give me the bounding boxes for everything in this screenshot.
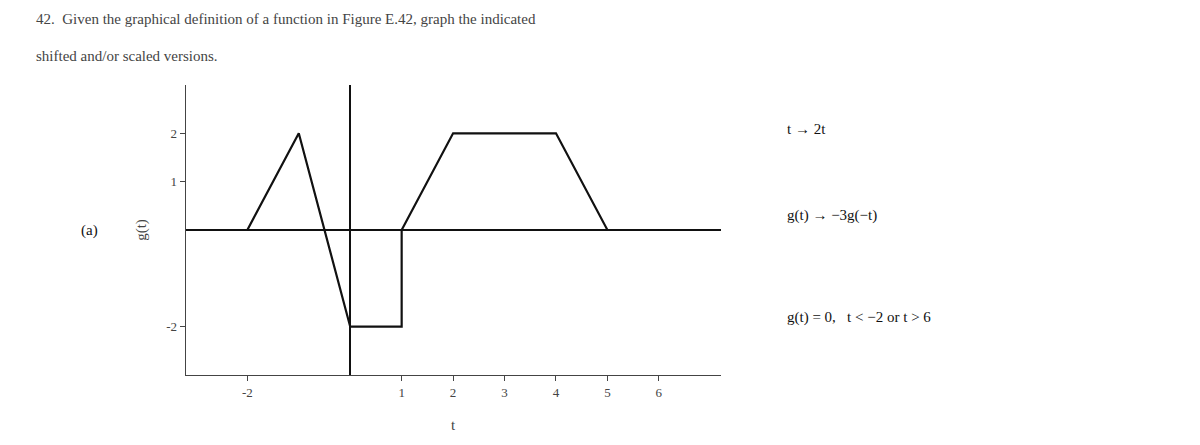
- svg-text:6: 6: [656, 385, 663, 400]
- svg-text:3: 3: [501, 385, 508, 400]
- svg-text:2: 2: [450, 385, 457, 400]
- svg-text:g(t): g(t): [133, 219, 150, 241]
- svg-text:1: 1: [171, 174, 178, 189]
- svg-text:5: 5: [604, 385, 611, 400]
- svg-text:t → 2t: t → 2t: [787, 121, 826, 137]
- svg-text:-2: -2: [166, 319, 177, 334]
- svg-text:(a): (a): [81, 222, 98, 239]
- svg-text:shifted and/or scaled versions: shifted and/or scaled versions.: [36, 48, 218, 64]
- svg-text:g(t) = 0, t < −2 or t > 6: g(t) = 0, t < −2 or t > 6: [787, 309, 931, 326]
- svg-text:2: 2: [171, 126, 178, 141]
- svg-text:1: 1: [398, 385, 405, 400]
- svg-text:42. Given the graphical defin: 42. Given the graphical definition of a …: [36, 11, 536, 27]
- svg-text:4: 4: [553, 385, 560, 400]
- svg-text:g(t) → −3g(−t): g(t) → −3g(−t): [787, 207, 877, 224]
- svg-text:t: t: [451, 417, 456, 433]
- svg-text:-2: -2: [242, 385, 253, 400]
